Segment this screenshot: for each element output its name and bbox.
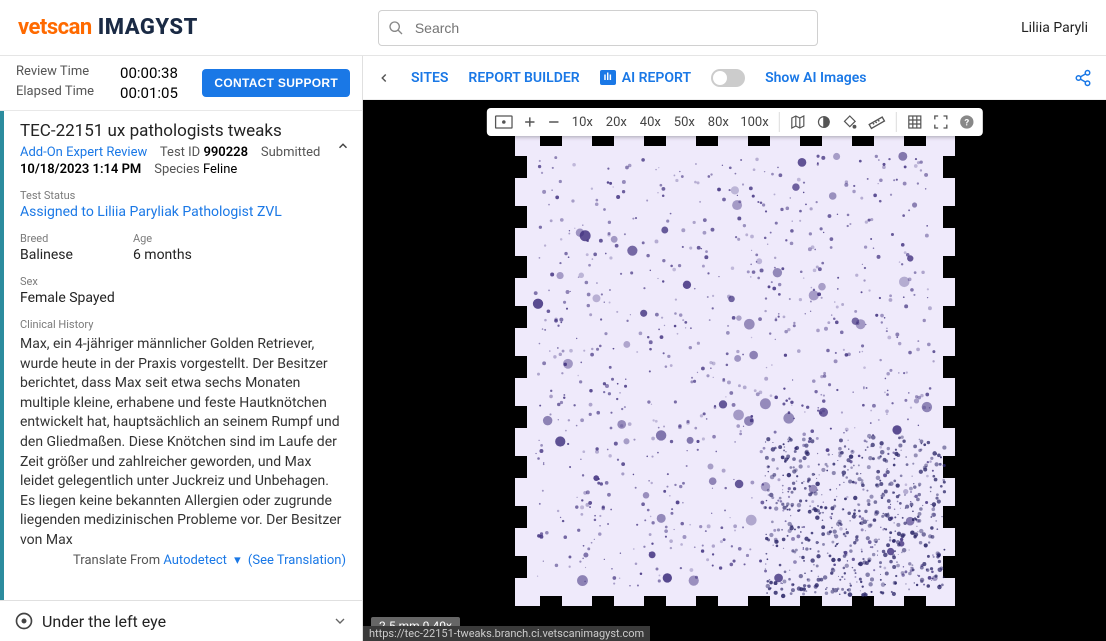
zoom-80x[interactable]: 80x	[706, 115, 730, 130]
tab-report-builder[interactable]: REPORT BUILDER	[468, 70, 579, 86]
age-value: 6 months	[133, 247, 192, 263]
test-id-label: Test ID	[160, 145, 200, 160]
zoom-10x[interactable]: 10x	[570, 115, 594, 130]
submitted-value: 10/18/2023 1:14 PM	[20, 162, 141, 177]
see-translation-link[interactable]: (See Translation)	[248, 553, 346, 568]
fit-icon[interactable]	[494, 115, 512, 129]
search-wrap	[378, 10, 818, 46]
zoom-in-icon[interactable]	[522, 115, 536, 129]
svg-text:?: ?	[964, 117, 969, 128]
zoom-40x[interactable]: 40x	[638, 115, 662, 130]
show-ai-images-label[interactable]: Show AI Images	[765, 70, 866, 86]
grid-icon[interactable]	[907, 114, 923, 130]
history-label: Clinical History	[20, 318, 346, 331]
elapsed-time-label: Elapsed Time	[16, 84, 94, 102]
age-label: Age	[133, 232, 192, 245]
location-section[interactable]: Under the left eye	[0, 600, 362, 641]
species-value: Feline	[203, 162, 237, 177]
viewer-panel: SITES REPORT BUILDER ılı AI REPORT Show …	[363, 56, 1106, 641]
fullscreen-icon[interactable]	[933, 114, 949, 130]
slide-image[interactable]	[515, 136, 955, 606]
show-ai-images-toggle[interactable]	[711, 69, 745, 87]
history-text: Max, ein 4-jähriger männlicher Golden Re…	[20, 335, 346, 545]
translate-row: Translate From Autodetect ▾ (See Transla…	[20, 553, 346, 568]
test-id: 990228	[203, 145, 248, 160]
case-panel: Review Time 00:00:38 Elapsed Time 00:01:…	[0, 56, 363, 641]
logo: vetscan IMAGYST	[18, 15, 198, 40]
sex-label: Sex	[20, 275, 346, 288]
app-header: vetscan IMAGYST Liliia Paryli	[0, 0, 1106, 56]
logo-vetscan: vetscan	[18, 15, 92, 40]
paint-icon[interactable]	[842, 114, 858, 130]
logo-imagyst: IMAGYST	[98, 15, 198, 40]
back-icon[interactable]	[377, 71, 391, 85]
slide-viewer[interactable]: 10x 20x 40x 50x 80x 100x ? 2.5 mm 0.40x …	[363, 100, 1106, 641]
submitted-label: Submitted	[261, 145, 320, 160]
ruler-icon[interactable]	[868, 113, 886, 131]
case-details: TEC-22151 ux pathologists tweaks Add-On …	[0, 111, 362, 600]
search-input[interactable]	[378, 10, 818, 46]
target-icon	[14, 611, 34, 631]
ai-badge-icon: ılı	[600, 70, 616, 85]
case-title: TEC-22151 ux pathologists tweaks	[20, 121, 346, 141]
translate-autodetect[interactable]: Autodetect	[163, 553, 227, 568]
ai-report-label: AI REPORT	[622, 70, 691, 86]
times-row: Review Time 00:00:38 Elapsed Time 00:01:…	[0, 56, 362, 111]
tab-ai-report[interactable]: ılı AI REPORT	[600, 70, 691, 86]
chevron-down-icon[interactable]: ▾	[234, 553, 241, 568]
search-icon	[388, 20, 404, 36]
addon-link[interactable]: Add-On Expert Review	[20, 145, 147, 160]
elapsed-time-value: 00:01:05	[120, 84, 178, 102]
sex-value: Female Spayed	[20, 290, 346, 306]
collapse-icon[interactable]	[336, 139, 350, 153]
brightness-icon[interactable]	[816, 114, 832, 130]
zoom-20x[interactable]: 20x	[604, 115, 628, 130]
review-time-value: 00:00:38	[120, 64, 178, 82]
status-bar: https://tec-22151-tweaks.branch.ci.vetsc…	[363, 626, 650, 641]
zoom-out-icon[interactable]	[546, 115, 560, 129]
tab-sites[interactable]: SITES	[411, 70, 448, 86]
case-meta-2: 10/18/2023 1:14 PM Species Feline	[20, 162, 346, 177]
contact-support-button[interactable]: CONTACT SUPPORT	[202, 69, 350, 97]
location-text: Under the left eye	[42, 612, 166, 631]
zoom-50x[interactable]: 50x	[672, 115, 696, 130]
user-name[interactable]: Liliia Paryli	[1021, 20, 1088, 36]
case-meta: Add-On Expert Review Test ID 990228 Subm…	[20, 145, 346, 160]
viewer-toolbar: 10x 20x 40x 50x 80x 100x ?	[486, 108, 982, 136]
translate-from-label: Translate From	[73, 553, 160, 568]
chevron-down-icon[interactable]	[332, 613, 348, 629]
viewer-nav: SITES REPORT BUILDER ılı AI REPORT Show …	[363, 56, 1106, 100]
assigned-to-link[interactable]: Assigned to Liliia Paryliak Pathologist …	[20, 204, 346, 220]
help-icon[interactable]: ?	[959, 114, 975, 130]
species-label: Species	[154, 162, 199, 177]
breed-value: Balinese	[20, 247, 73, 263]
zoom-100x[interactable]: 100x	[740, 115, 768, 130]
share-icon[interactable]	[1074, 69, 1092, 87]
map-icon[interactable]	[790, 114, 806, 130]
review-time-label: Review Time	[16, 64, 94, 82]
status-label: Test Status	[20, 189, 346, 202]
breed-label: Breed	[20, 232, 73, 245]
